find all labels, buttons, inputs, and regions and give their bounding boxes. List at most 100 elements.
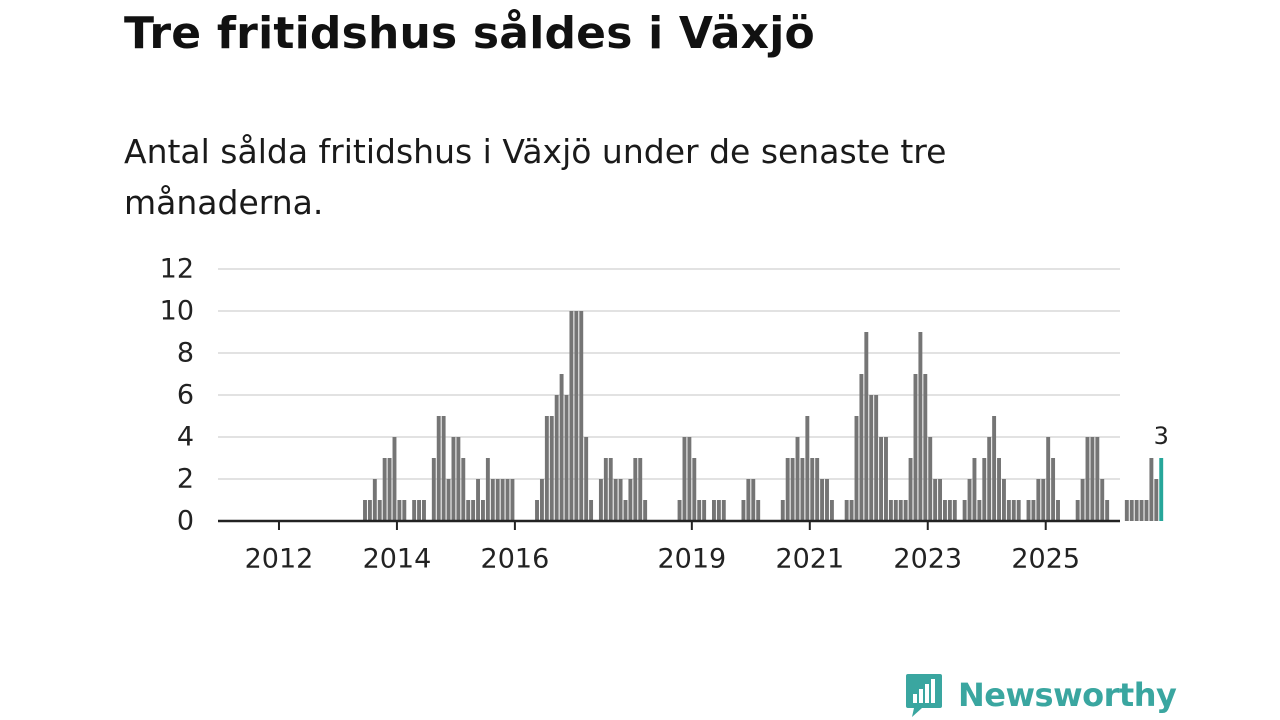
bar bbox=[1006, 500, 1011, 521]
bar bbox=[1051, 458, 1056, 521]
bar bbox=[598, 479, 603, 521]
bar bbox=[1036, 479, 1041, 521]
bar bbox=[947, 500, 952, 521]
bar bbox=[608, 458, 613, 521]
bar bbox=[884, 437, 888, 521]
bar bbox=[938, 479, 943, 521]
bar bbox=[446, 479, 451, 521]
bar bbox=[898, 500, 903, 521]
bar bbox=[466, 500, 471, 521]
bar bbox=[1105, 500, 1110, 521]
bar bbox=[721, 500, 726, 521]
bar bbox=[1124, 500, 1129, 521]
bar bbox=[451, 437, 456, 521]
bar bbox=[1134, 500, 1139, 521]
bar bbox=[480, 500, 485, 521]
bar bbox=[1139, 500, 1144, 521]
bar bbox=[997, 458, 1001, 521]
newsworthy-logo-text: Newsworthy bbox=[958, 676, 1177, 714]
bar bbox=[903, 500, 908, 521]
bar bbox=[756, 500, 761, 521]
bar bbox=[505, 479, 510, 521]
y-tick-label: 0 bbox=[177, 506, 194, 537]
bar bbox=[785, 458, 790, 521]
bar bbox=[633, 458, 638, 521]
x-tick-label: 2014 bbox=[363, 544, 432, 575]
bar bbox=[579, 311, 584, 521]
bar bbox=[1041, 479, 1046, 521]
bar bbox=[618, 479, 623, 521]
bar bbox=[1149, 458, 1154, 521]
chart-subtitle: Antal sålda fritidshus i Växjö under de … bbox=[124, 132, 947, 223]
bar bbox=[962, 500, 967, 521]
bar bbox=[854, 416, 859, 521]
highlight-bar bbox=[1159, 458, 1164, 521]
bar bbox=[461, 458, 466, 521]
bar bbox=[893, 500, 898, 521]
bar bbox=[972, 458, 977, 521]
y-tick-label: 10 bbox=[160, 296, 194, 327]
bar bbox=[820, 479, 825, 521]
bar bbox=[1154, 479, 1159, 521]
y-tick-label: 4 bbox=[177, 422, 194, 453]
bar bbox=[943, 500, 947, 521]
bar bbox=[692, 458, 697, 521]
bar bbox=[456, 437, 461, 521]
bar bbox=[392, 437, 397, 521]
bar bbox=[751, 479, 756, 521]
bar bbox=[1085, 437, 1090, 521]
chart-title: Tre fritidshus såldes i Växjö bbox=[124, 8, 815, 59]
bar bbox=[712, 500, 716, 521]
bar bbox=[363, 500, 367, 521]
bar bbox=[471, 500, 476, 521]
bar bbox=[913, 374, 918, 521]
bar bbox=[1016, 500, 1021, 521]
bar bbox=[417, 500, 422, 521]
bar bbox=[402, 500, 407, 521]
bar bbox=[800, 458, 805, 521]
bar bbox=[544, 416, 549, 521]
bar bbox=[535, 500, 539, 521]
bar bbox=[928, 437, 933, 521]
bar bbox=[825, 479, 829, 521]
bar bbox=[1026, 500, 1031, 521]
bar bbox=[549, 416, 554, 521]
bar bbox=[554, 395, 559, 521]
bar bbox=[967, 479, 972, 521]
bar bbox=[476, 479, 480, 521]
bar bbox=[677, 500, 682, 521]
bar bbox=[687, 437, 692, 521]
bar bbox=[702, 500, 707, 521]
bar bbox=[1075, 500, 1080, 521]
bar bbox=[382, 458, 387, 521]
bar bbox=[746, 479, 751, 521]
bar bbox=[1056, 500, 1060, 521]
bar bbox=[888, 500, 893, 521]
bar bbox=[422, 500, 426, 521]
bar bbox=[874, 395, 879, 521]
bar bbox=[1031, 500, 1036, 521]
bar bbox=[500, 479, 505, 521]
bar bbox=[1001, 479, 1006, 521]
bar bbox=[441, 416, 446, 521]
bar bbox=[844, 500, 849, 521]
bar bbox=[1144, 500, 1149, 521]
bar bbox=[908, 458, 913, 521]
bar bbox=[952, 500, 957, 521]
bar bbox=[1100, 479, 1105, 521]
bar bbox=[1129, 500, 1134, 521]
x-tick-label: 2021 bbox=[775, 544, 844, 575]
bar bbox=[431, 458, 436, 521]
bar bbox=[490, 479, 495, 521]
bar bbox=[982, 458, 987, 521]
bar bbox=[569, 311, 574, 521]
bar bbox=[849, 500, 854, 521]
bar bbox=[977, 500, 982, 521]
bar bbox=[869, 395, 874, 521]
bar bbox=[864, 332, 869, 521]
bar bbox=[829, 500, 834, 521]
highlight-data-label: 3 bbox=[1154, 422, 1169, 450]
bar bbox=[589, 500, 594, 521]
bar bbox=[574, 311, 579, 521]
newsworthy-logo-icon bbox=[906, 674, 942, 717]
